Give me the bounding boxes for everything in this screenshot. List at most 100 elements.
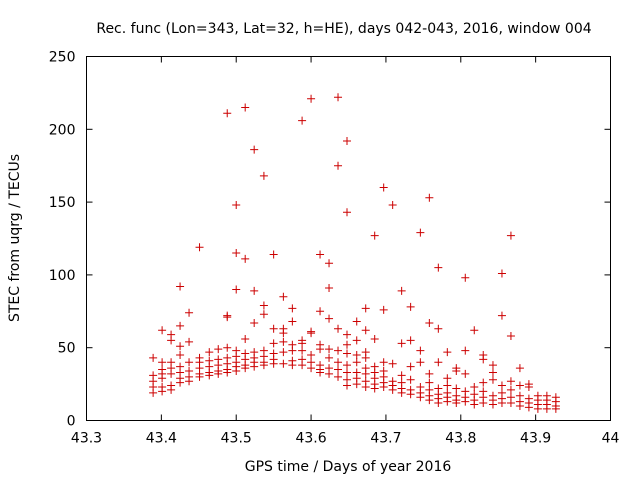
data-point-marker xyxy=(214,345,223,354)
x-tick-label: 43.4 xyxy=(146,431,177,447)
data-point-marker xyxy=(352,380,361,389)
data-point-marker xyxy=(298,116,307,125)
data-point-marker xyxy=(370,334,379,343)
data-point-marker xyxy=(461,369,470,378)
data-point-marker xyxy=(167,369,176,378)
data-point-marker xyxy=(470,400,479,409)
data-point-marker xyxy=(461,346,470,355)
data-point-marker xyxy=(506,231,515,240)
data-point-marker xyxy=(279,329,288,338)
data-point-marker xyxy=(334,161,343,170)
data-point-marker xyxy=(288,346,297,355)
data-point-marker xyxy=(479,378,488,387)
data-point-marker xyxy=(176,321,185,330)
data-point-marker xyxy=(443,397,452,406)
x-tick-label: 44 xyxy=(602,431,620,447)
data-point-marker xyxy=(542,404,551,413)
data-point-marker xyxy=(406,336,415,345)
data-point-marker xyxy=(452,366,461,375)
data-point-marker xyxy=(479,355,488,364)
data-point-marker xyxy=(425,378,434,387)
x-tick-label: 43.3 xyxy=(71,431,102,447)
data-point-marker xyxy=(205,348,214,357)
data-point-marker xyxy=(343,349,352,358)
y-axis-label: STEC from uqrg / TECUs xyxy=(7,154,23,322)
data-point-marker xyxy=(379,305,388,314)
data-point-marker xyxy=(425,396,434,405)
data-point-marker xyxy=(361,353,370,362)
data-point-marker xyxy=(524,403,533,412)
data-point-marker xyxy=(343,381,352,390)
data-point-marker xyxy=(434,324,443,333)
data-point-marker xyxy=(158,374,167,383)
data-point-marker xyxy=(506,385,515,394)
data-point-marker xyxy=(232,366,241,375)
data-point-marker xyxy=(443,348,452,357)
data-point-marker xyxy=(379,358,388,367)
data-point-marker xyxy=(497,381,506,390)
data-point-marker xyxy=(149,388,158,397)
data-point-marker xyxy=(370,231,379,240)
data-point-marker xyxy=(343,136,352,145)
data-point-marker xyxy=(334,324,343,333)
y-tick-label: 250 xyxy=(49,50,76,66)
data-point-marker xyxy=(479,399,488,408)
data-point-marker xyxy=(250,362,259,371)
data-point-marker xyxy=(434,399,443,408)
data-point-marker xyxy=(316,307,325,316)
data-point-marker xyxy=(223,109,232,118)
x-tick-label: 43.5 xyxy=(221,431,252,447)
data-point-marker xyxy=(343,361,352,370)
data-point-marker xyxy=(352,336,361,345)
data-point-marker xyxy=(506,399,515,408)
data-point-marker xyxy=(316,368,325,377)
data-point-marker xyxy=(325,369,334,378)
data-point-marker xyxy=(334,93,343,102)
data-point-marker xyxy=(361,383,370,392)
data-point-marker xyxy=(361,304,370,313)
data-point-marker xyxy=(167,385,176,394)
data-point-marker xyxy=(158,358,167,367)
data-point-marker xyxy=(461,397,470,406)
data-point-marker xyxy=(298,346,307,355)
data-point-marker xyxy=(214,369,223,378)
data-point-marker xyxy=(259,310,268,319)
data-point-marker xyxy=(279,337,288,346)
y-tick-label: 200 xyxy=(49,122,76,138)
data-point-marker xyxy=(307,329,316,338)
data-point-marker xyxy=(488,368,497,377)
x-tick-label: 43.9 xyxy=(520,431,551,447)
data-point-marker xyxy=(205,371,214,380)
data-point-marker xyxy=(379,383,388,392)
data-point-marker xyxy=(533,404,542,413)
data-point-marker xyxy=(406,302,415,311)
data-point-marker xyxy=(488,361,497,370)
data-point-marker xyxy=(223,368,232,377)
data-point-marker xyxy=(176,378,185,387)
data-point-marker xyxy=(334,346,343,355)
x-axis-label: GPS time / Days of year 2016 xyxy=(245,459,452,475)
data-point-marker xyxy=(298,339,307,348)
data-point-marker xyxy=(388,359,397,368)
x-axis: 43.3 43.4 43.5 43.6 43.7 43.8 43.9 44 xyxy=(71,56,620,447)
data-point-marker xyxy=(279,359,288,368)
data-point-marker xyxy=(515,401,524,410)
data-point-marker xyxy=(497,311,506,320)
data-point-marker xyxy=(352,317,361,326)
data-point-marker xyxy=(325,345,334,354)
data-point-marker xyxy=(361,369,370,378)
data-point-marker xyxy=(416,228,425,237)
data-point-marker xyxy=(307,94,316,103)
data-series xyxy=(149,93,560,413)
data-point-marker xyxy=(452,384,461,393)
data-point-marker xyxy=(185,358,194,367)
data-point-marker xyxy=(506,377,515,386)
data-point-marker xyxy=(370,384,379,393)
data-point-marker xyxy=(250,286,259,295)
data-point-marker xyxy=(298,361,307,370)
y-tick-label: 0 xyxy=(67,414,76,430)
data-point-marker xyxy=(241,334,250,343)
x-tick-label: 43.6 xyxy=(295,431,326,447)
data-point-marker xyxy=(223,313,232,322)
